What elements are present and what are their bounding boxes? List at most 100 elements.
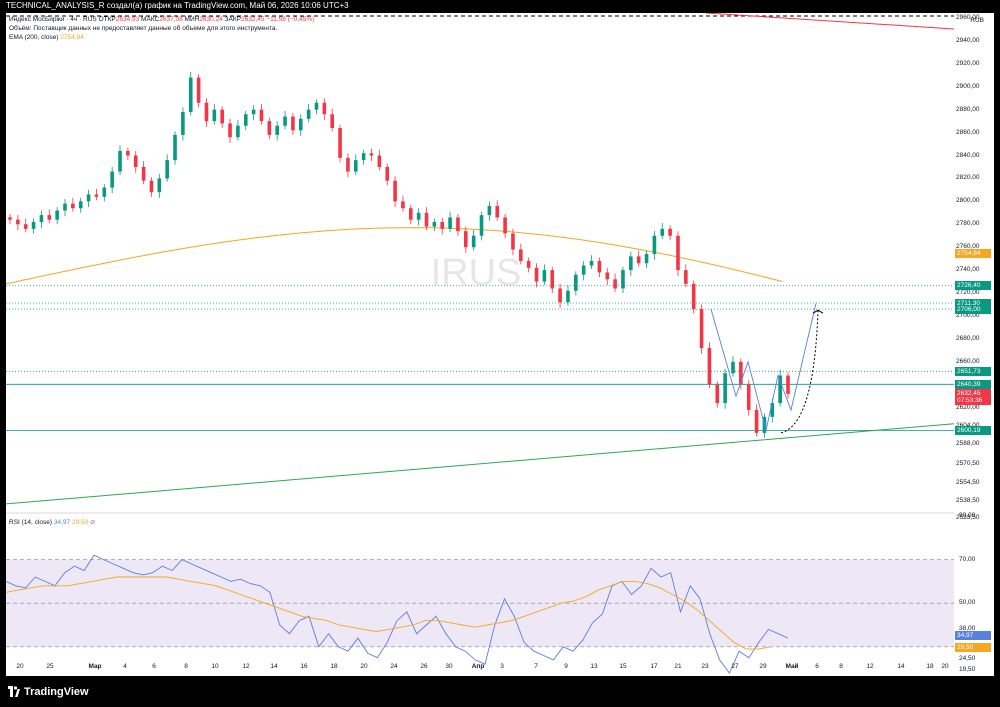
candle-body bbox=[243, 114, 248, 126]
candle-body bbox=[408, 208, 413, 220]
candle-body bbox=[369, 153, 374, 156]
projection-arrow bbox=[780, 310, 819, 434]
time-tick-label: Май bbox=[785, 663, 799, 670]
candle-body bbox=[715, 384, 720, 404]
candle-body bbox=[385, 166, 390, 181]
change-value: −11,98 (−0,45%) bbox=[266, 16, 315, 23]
price-tick-label: 2620,00 bbox=[956, 403, 980, 411]
rsi-line bbox=[6, 554, 789, 674]
candle-body bbox=[621, 270, 625, 289]
candle-body bbox=[542, 270, 547, 282]
time-tick-label: 20 bbox=[16, 663, 24, 670]
candle-body bbox=[275, 125, 279, 135]
candle-body bbox=[63, 203, 67, 211]
candle-body bbox=[16, 219, 20, 225]
candle-body bbox=[652, 235, 657, 255]
candle-body bbox=[102, 187, 107, 197]
price-tag: 2754,94 bbox=[955, 248, 991, 258]
candle-body bbox=[684, 270, 688, 284]
time-tick-label: 21 bbox=[674, 663, 682, 670]
price-tick-label: 2604,00 bbox=[956, 422, 980, 429]
time-tick-label: Мар bbox=[88, 663, 102, 670]
ema-legend: EMA (200, close) 2754,94 bbox=[9, 34, 84, 41]
price-tick-label: 2523,50 bbox=[956, 514, 980, 522]
time-tick-label: 29 bbox=[759, 663, 767, 670]
candle-body bbox=[731, 361, 735, 374]
rsi-value: 34,97 bbox=[53, 519, 71, 526]
price-axis[interactable]: RUB bbox=[954, 13, 994, 676]
candle-body bbox=[401, 201, 405, 209]
symbol-label: Индекс МосБиржи · 4ч · RUS bbox=[9, 16, 97, 23]
price-tag: 2632,45 bbox=[955, 388, 991, 398]
main-legend: Индекс МосБиржи · 4ч · RUS ОТКР2634,93 М… bbox=[9, 16, 314, 23]
time-tick-label: 18 bbox=[330, 663, 338, 670]
ema-value: 2754,94 bbox=[60, 34, 84, 41]
candle-body bbox=[644, 254, 649, 264]
candle-body bbox=[306, 109, 311, 119]
candle-body bbox=[691, 283, 696, 310]
chart-header: TECHNICAL_ANALYSIS_R создал(а) график на… bbox=[6, 1, 349, 10]
price-tick-label: 2960,00 bbox=[956, 13, 980, 21]
candle-body bbox=[495, 205, 500, 218]
arrow-head bbox=[812, 309, 824, 314]
candle-body bbox=[330, 114, 335, 129]
time-tick-label: 26 bbox=[420, 663, 428, 670]
candle-body bbox=[754, 409, 759, 433]
eye-icon[interactable]: ⊘ bbox=[90, 519, 96, 526]
candle-body bbox=[55, 210, 59, 220]
time-tick-label: 15 bbox=[619, 663, 627, 670]
horizontal-levels bbox=[6, 13, 954, 431]
rsi-pane bbox=[6, 512, 954, 674]
candle-body bbox=[259, 109, 264, 122]
rsi-ma-value: 29,50 bbox=[71, 519, 89, 526]
candle-body bbox=[181, 111, 185, 135]
time-tick-label: 20 bbox=[360, 663, 368, 670]
candle-body bbox=[220, 109, 224, 124]
price-tag: 2711,30 bbox=[955, 298, 991, 308]
price-tick-label: 2538,50 bbox=[956, 497, 980, 505]
price-tick-label: 2720,00 bbox=[956, 289, 980, 297]
rsi-tick-label: 24,50 bbox=[959, 654, 976, 662]
rising-trendline bbox=[6, 423, 954, 505]
time-tick-label: 14 bbox=[897, 663, 905, 670]
candle-body bbox=[291, 116, 295, 131]
time-tick-label: 14 bbox=[270, 663, 278, 670]
volume-note: Объём: Поставщик данных не предоставляет… bbox=[9, 25, 278, 32]
candle-body bbox=[71, 203, 75, 209]
price-tick-label: 2820,00 bbox=[956, 174, 980, 182]
rsi-band bbox=[6, 559, 954, 647]
open-value: 2634,93 bbox=[115, 16, 140, 23]
candle-body bbox=[566, 290, 570, 303]
time-tick-label: 6 bbox=[152, 663, 156, 670]
rsi-value-tag: 29,50 bbox=[955, 643, 991, 653]
rsi-tick-label: 19,50 bbox=[959, 665, 976, 673]
candle-body bbox=[487, 205, 492, 216]
price-chart[interactable]: IRUS bbox=[6, 13, 954, 676]
price-tag: 07:53:36 bbox=[955, 395, 991, 405]
projection-drawings bbox=[710, 303, 824, 434]
candle-body bbox=[212, 109, 217, 122]
candle-body bbox=[283, 116, 287, 126]
time-tick-label: 7 bbox=[534, 663, 538, 670]
price-tick-label: 2940,00 bbox=[956, 36, 980, 44]
candle-body bbox=[236, 125, 240, 138]
footer: TradingView bbox=[0, 676, 1000, 707]
candle-body bbox=[338, 128, 342, 158]
candle-body bbox=[47, 215, 52, 220]
candle-body bbox=[393, 180, 397, 202]
candle-body bbox=[228, 123, 232, 138]
candle-body bbox=[463, 231, 468, 248]
close-label: ЗАКР bbox=[224, 16, 242, 23]
chart-frame: IRUS Индекс МосБиржи · 4ч · RUS ОТКР2634… bbox=[6, 13, 994, 676]
candle-body bbox=[471, 235, 476, 248]
candle-body bbox=[589, 260, 594, 266]
candle-body bbox=[676, 235, 680, 271]
candle-body bbox=[78, 201, 83, 209]
candle-body bbox=[86, 194, 91, 202]
price-tick-label: 2860,00 bbox=[956, 128, 980, 136]
candle-body bbox=[503, 217, 507, 234]
descending-resistance-line bbox=[705, 13, 954, 30]
time-tick-label: 16 bbox=[300, 663, 308, 670]
candle-body bbox=[23, 224, 28, 229]
time-tick-label: 20 bbox=[941, 663, 949, 670]
